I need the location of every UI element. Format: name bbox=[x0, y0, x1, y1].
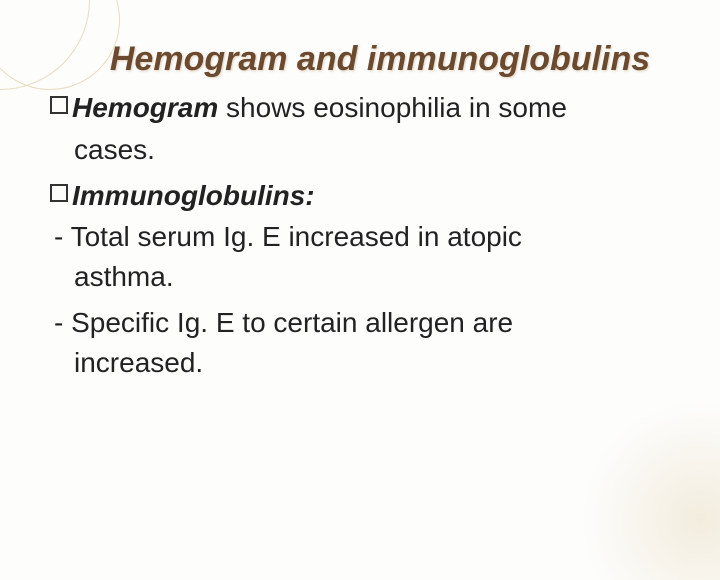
bullet-box-icon bbox=[50, 184, 68, 202]
bullet-box-icon bbox=[50, 96, 68, 114]
bullet-text: Hemogram shows eosinophilia in some bbox=[72, 89, 567, 127]
bullet-item: Immunoglobulins: bbox=[50, 177, 670, 215]
bullet-bold: Immunoglobulins: bbox=[72, 180, 315, 211]
slide-title: Hemogram and immunoglobulins bbox=[50, 40, 670, 79]
bullet-rest: shows eosinophilia in some bbox=[218, 92, 567, 123]
slide-content: Hemogram and immunoglobulins Hemogram sh… bbox=[0, 0, 720, 430]
dash-continuation: asthma. bbox=[74, 258, 670, 296]
dash-item: - Specific Ig. E to certain allergen are bbox=[54, 304, 670, 342]
bullet-text: Immunoglobulins: bbox=[72, 177, 315, 215]
dash-item: - Total serum Ig. E increased in atopic bbox=[54, 218, 670, 256]
bullet-continuation: cases. bbox=[74, 131, 670, 169]
bullet-item: Hemogram shows eosinophilia in some bbox=[50, 89, 670, 127]
bullet-bold: Hemogram bbox=[72, 92, 218, 123]
dash-continuation: increased. bbox=[74, 344, 670, 382]
